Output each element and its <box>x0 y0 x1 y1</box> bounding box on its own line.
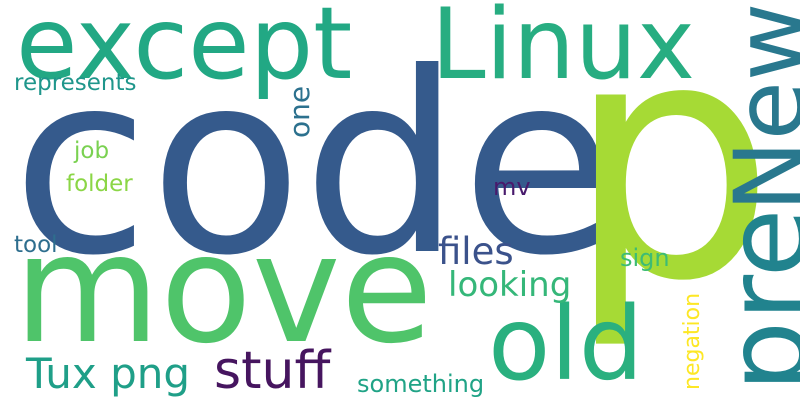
word-except: except <box>16 0 353 102</box>
word-p: p <box>566 0 776 353</box>
word-stuff: stuff <box>214 341 331 400</box>
word-one: one <box>283 85 316 138</box>
word-folder: folder <box>66 171 133 197</box>
word-files: files <box>438 230 514 273</box>
word-negation: negation <box>680 292 705 390</box>
word-pre: pre <box>703 208 800 392</box>
word-sign: sign <box>620 244 670 272</box>
word-something: something <box>357 370 485 398</box>
word-looking: looking <box>448 265 572 305</box>
word-linux: Linux <box>431 0 696 102</box>
word-code: code <box>12 19 615 310</box>
word-old: old <box>488 285 644 400</box>
word-job: job <box>74 138 110 164</box>
word-mv: mv <box>493 173 531 201</box>
word-new: New <box>714 2 800 212</box>
word-move: move <box>14 203 433 377</box>
word-represents: represents <box>14 70 137 96</box>
word-tool: tool <box>14 232 58 258</box>
word-tux-png: Tux png <box>26 349 191 398</box>
